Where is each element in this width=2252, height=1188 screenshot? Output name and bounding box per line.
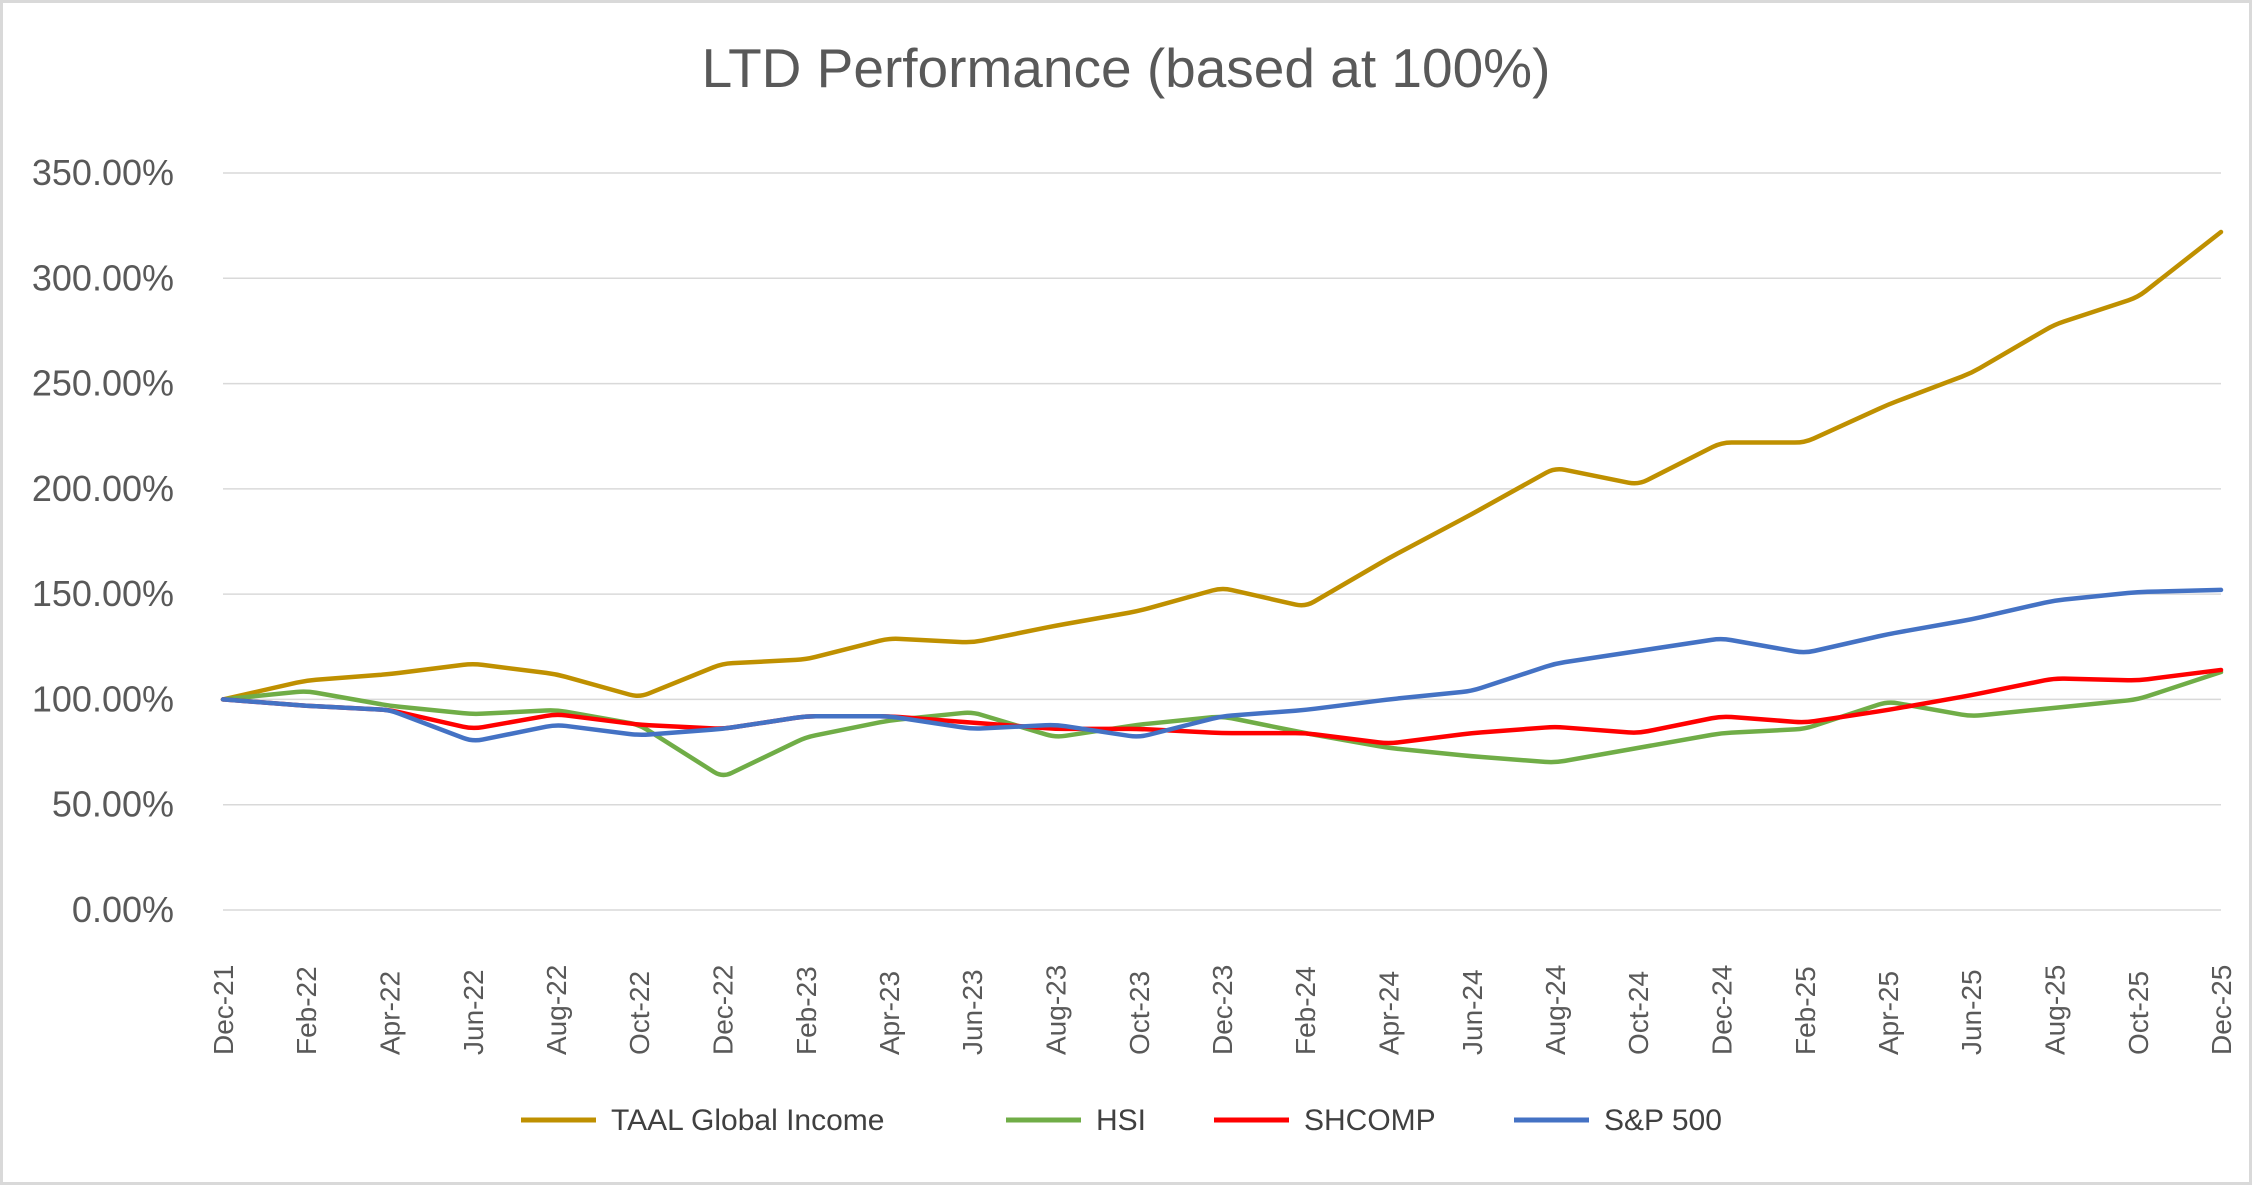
svg-text:Aug-25: Aug-25 bbox=[2040, 965, 2071, 1055]
svg-text:Jun-25: Jun-25 bbox=[1956, 969, 1987, 1055]
svg-text:Apr-22: Apr-22 bbox=[375, 971, 406, 1055]
svg-text:Feb-25: Feb-25 bbox=[1790, 966, 1821, 1055]
svg-text:Jun-23: Jun-23 bbox=[957, 969, 988, 1055]
svg-text:HSI: HSI bbox=[1096, 1104, 1146, 1137]
svg-text:Oct-22: Oct-22 bbox=[624, 971, 655, 1055]
svg-text:S&P 500: S&P 500 bbox=[1604, 1104, 1722, 1137]
svg-text:Jun-22: Jun-22 bbox=[458, 969, 489, 1055]
svg-text:Aug-23: Aug-23 bbox=[1041, 965, 1072, 1055]
svg-text:Dec-24: Dec-24 bbox=[1707, 965, 1738, 1055]
svg-text:Oct-24: Oct-24 bbox=[1623, 971, 1654, 1055]
svg-text:300.00%: 300.00% bbox=[32, 257, 174, 298]
svg-text:0.00%: 0.00% bbox=[72, 889, 174, 930]
svg-text:150.00%: 150.00% bbox=[32, 573, 174, 614]
svg-text:Dec-22: Dec-22 bbox=[708, 965, 739, 1055]
svg-text:Apr-25: Apr-25 bbox=[1873, 971, 1904, 1055]
svg-text:Oct-25: Oct-25 bbox=[2123, 971, 2154, 1055]
svg-text:Feb-22: Feb-22 bbox=[291, 966, 322, 1055]
svg-text:100.00%: 100.00% bbox=[32, 678, 174, 719]
svg-text:Feb-24: Feb-24 bbox=[1290, 966, 1321, 1055]
svg-text:Dec-21: Dec-21 bbox=[208, 965, 239, 1055]
svg-text:Aug-24: Aug-24 bbox=[1540, 965, 1571, 1055]
svg-text:Dec-25: Dec-25 bbox=[2206, 965, 2237, 1055]
svg-text:Feb-23: Feb-23 bbox=[791, 966, 822, 1055]
svg-text:350.00%: 350.00% bbox=[32, 152, 174, 193]
svg-text:Aug-22: Aug-22 bbox=[541, 965, 572, 1055]
svg-text:TAAL Global Income: TAAL Global Income bbox=[611, 1104, 884, 1137]
svg-text:250.00%: 250.00% bbox=[32, 363, 174, 404]
svg-text:SHCOMP: SHCOMP bbox=[1304, 1104, 1436, 1137]
svg-text:Jun-24: Jun-24 bbox=[1457, 969, 1488, 1055]
svg-text:Oct-23: Oct-23 bbox=[1124, 971, 1155, 1055]
svg-text:200.00%: 200.00% bbox=[32, 468, 174, 509]
svg-text:Apr-24: Apr-24 bbox=[1374, 971, 1405, 1055]
svg-text:Apr-23: Apr-23 bbox=[874, 971, 905, 1055]
svg-text:Dec-23: Dec-23 bbox=[1207, 965, 1238, 1055]
svg-text:50.00%: 50.00% bbox=[52, 784, 174, 825]
